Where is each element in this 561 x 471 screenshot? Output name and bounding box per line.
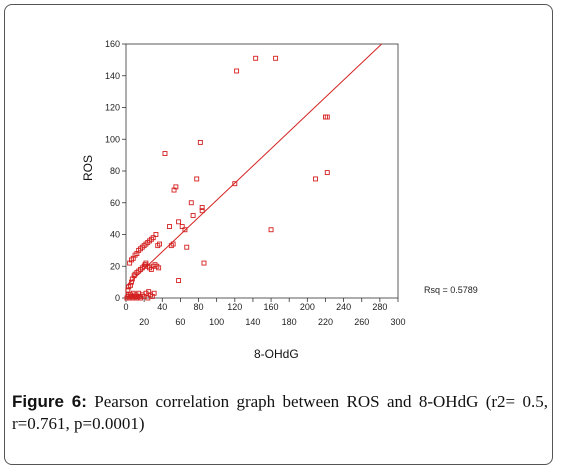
x-tick-label: 120 (227, 302, 242, 312)
figure-caption: Figure 6: Pearson correlation graph betw… (12, 391, 548, 435)
x-tick-label: 80 (194, 302, 204, 312)
y-tick-label: 20 (110, 261, 120, 271)
fit-line-layer (125, 43, 383, 287)
data-point (313, 176, 318, 182)
data-point (128, 282, 133, 288)
x-axis-title: 8-OHdG (254, 347, 299, 361)
y-tick-label: 160 (105, 39, 120, 49)
x-tick-label: 240 (336, 302, 351, 312)
data-point (156, 265, 162, 271)
data-point (151, 290, 157, 296)
data-point (201, 260, 207, 266)
x-tick-label: 60 (175, 317, 185, 327)
y-tick-label: 60 (110, 198, 120, 208)
data-point (176, 278, 182, 283)
data-point (324, 114, 330, 120)
data-point (179, 224, 185, 230)
x-tick-label: 100 (209, 317, 224, 327)
data-point (194, 176, 200, 182)
figure-frame (4, 4, 553, 465)
data-point (153, 232, 159, 237)
data-point (253, 55, 259, 61)
x-tick-label: 40 (157, 302, 167, 312)
caption-text: Pearson correlation graph between ROS an… (12, 392, 548, 433)
data-point (197, 139, 203, 145)
data-point (125, 287, 131, 293)
data-point (170, 241, 176, 247)
data-point (199, 208, 205, 214)
y-tick-label: 80 (110, 166, 120, 176)
data-point (232, 181, 238, 187)
y-tick-label: 140 (105, 71, 120, 81)
regression-line (125, 43, 383, 287)
data-point (150, 235, 156, 241)
x-tick-label: 20 (139, 317, 149, 327)
x-tick-label: 220 (318, 317, 333, 327)
data-point (188, 200, 194, 206)
y-tick-label: 0 (115, 293, 120, 303)
x-tick-label: 300 (390, 317, 405, 327)
data-point (184, 244, 190, 250)
x-tick-label: 280 (372, 302, 387, 312)
data-point (199, 205, 205, 210)
data-point (162, 151, 168, 156)
data-point (234, 68, 240, 74)
data-point (173, 184, 179, 190)
plot-frame (125, 43, 399, 299)
data-point (190, 212, 196, 218)
data-point (157, 241, 162, 247)
x-tick-label: 140 (245, 317, 260, 327)
figure-label: Figure 6: (12, 392, 87, 411)
data-point (268, 227, 274, 233)
x-tick-label: 160 (264, 302, 279, 312)
x-tick-label: 200 (300, 302, 315, 312)
data-point (128, 279, 134, 285)
x-tick-label: 0 (123, 302, 128, 312)
data-point (182, 227, 188, 233)
rsq-annotation: Rsq = 0.5789 (424, 285, 478, 295)
axes (122, 43, 399, 302)
x-tick-label: 260 (354, 317, 369, 327)
data-point (324, 170, 330, 176)
data-points (124, 55, 330, 301)
y-tick-label: 40 (110, 230, 120, 240)
y-tick-label: 100 (105, 134, 120, 144)
y-axis-title: ROS (81, 155, 95, 181)
data-point (176, 219, 182, 225)
x-tick-label: 180 (282, 317, 297, 327)
y-tick-label: 120 (105, 103, 120, 113)
data-point (273, 55, 279, 61)
data-point (167, 224, 172, 230)
data-point (145, 295, 151, 301)
